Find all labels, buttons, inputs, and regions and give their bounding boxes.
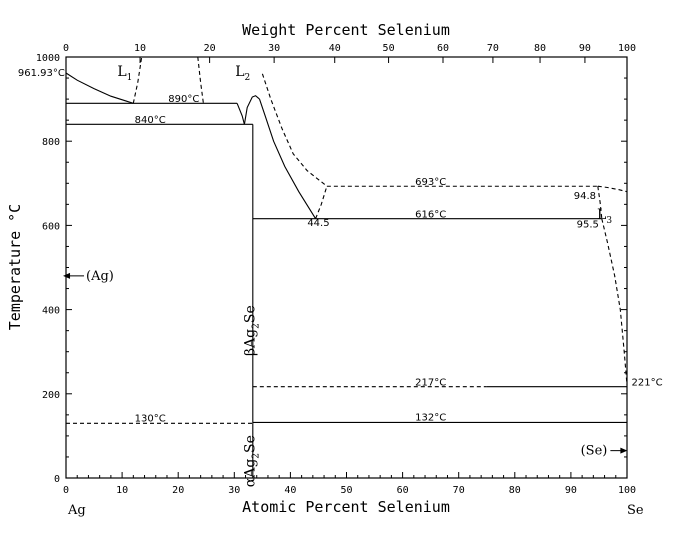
phase-label-4: αAg2Se [242,435,261,487]
x-tick-label-30: 30 [228,485,240,496]
curve-miscibility-l2-lower [315,186,328,219]
annotation-6: 94.8 [574,191,596,202]
right-element-label: Se [627,503,644,518]
side-label-1: (Se) [581,444,608,459]
y-tick-label-0: 0 [54,474,60,485]
x-tick-label-0: 0 [63,485,69,496]
y-tick-label-800: 800 [42,137,60,148]
curve-liquidus-l1-upper [132,56,143,104]
x-tick-label-90: 90 [565,485,577,496]
phase-label-0: L1 [117,64,132,83]
phase-label-1: L2 [235,64,250,83]
line-layer [65,56,628,478]
curve-l1-l2-gap-left [197,56,204,104]
x-tick-label-50: 50 [340,485,352,496]
annotation-9: 221°C [631,377,662,388]
curve-liquidus-ag2se-right [258,98,317,219]
curve-liquidus-ag2se-peak [243,95,260,125]
annotation-1: 890°C [168,94,199,105]
curve-liquidus-ag2se-left [236,103,245,125]
y-tick-label-1000: 1000 [36,53,60,64]
annotation-2: 840°C [135,115,166,126]
top-tick-label-60: 60 [437,43,449,54]
top-tick-label-0: 0 [63,43,69,54]
x-tick-label-80: 80 [509,485,521,496]
annotation-10: 130°C [135,414,166,425]
top-tick-label-80: 80 [534,43,546,54]
left-arrow-icon [63,272,71,279]
y-tick-label-600: 600 [42,221,60,232]
annotation-4: 616°C [415,209,446,220]
annotation-8: 217°C [415,377,446,388]
annotation-0: 961.93°C [18,68,65,79]
phase-label-2: L3 [597,207,612,226]
left-element-label: Ag [67,503,86,518]
y-tick-label-400: 400 [42,306,60,317]
x-tick-label-20: 20 [172,485,184,496]
x-tick-label-10: 10 [116,485,128,496]
top-tick-label-20: 20 [204,43,216,54]
x-tick-label-60: 60 [397,485,409,496]
curve-miscibility-l3-dome [597,185,628,193]
right-arrow-icon [620,447,628,454]
top-tick-label-10: 10 [134,43,146,54]
annotation-5: 44.5 [307,218,329,229]
x-axis-title: Atomic Percent Selenium [242,498,450,516]
x-tick-label-70: 70 [453,485,465,496]
top-tick-label-70: 70 [487,43,499,54]
curve-liquidus-se-upper [597,186,603,219]
annotation-3: 693°C [415,177,446,188]
x-tick-label-100: 100 [618,485,636,496]
top-tick-label-90: 90 [579,43,591,54]
top-tick-label-100: 100 [618,43,636,54]
tick-layer: 0 10 20 30 40 50 60 70 80 90 1000 10 20 30 40 50 60 70 80 9… [36,43,636,496]
top-tick-label-40: 40 [329,43,341,54]
x-tick-label-40: 40 [284,485,296,496]
top-tick-label-30: 30 [268,43,280,54]
top-tick-label-50: 50 [383,43,395,54]
y-tick-label-200: 200 [42,390,60,401]
curve-liquidus-ag [65,72,134,104]
y-axis-title: Temperature °C [6,204,24,330]
annotation-11: 132°C [415,413,446,424]
annotation-7: 95.5 [577,220,599,231]
phase-label-3: βAg2Se [242,305,261,356]
curve-miscibility-l2-dome [261,73,328,187]
side-label-0: (Ag) [86,269,114,284]
curve-liquidus-se [601,218,628,386]
top-axis-title: Weight Percent Selenium [242,21,450,39]
